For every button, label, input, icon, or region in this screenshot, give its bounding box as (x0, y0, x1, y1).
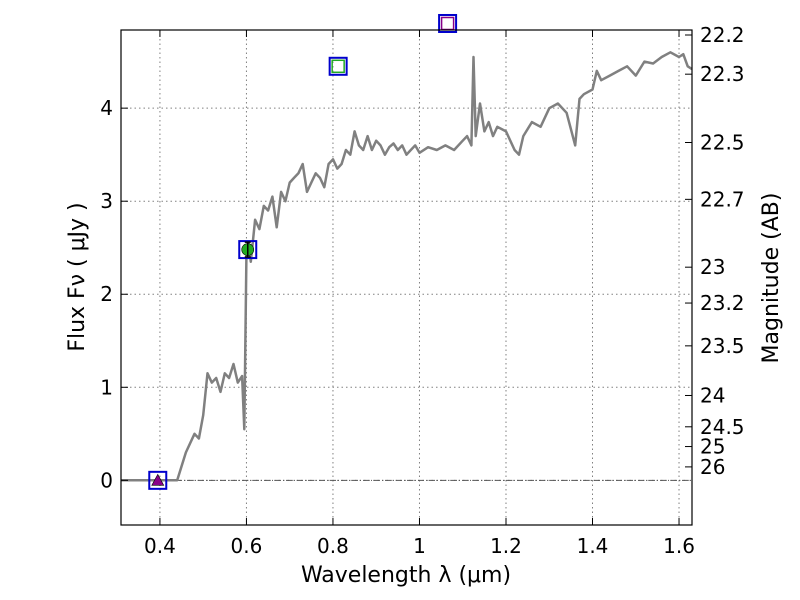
y2-tick-label: 23.2 (700, 291, 745, 315)
y-tick-label: 3 (100, 189, 113, 213)
photometry-inner-square-marker (440, 16, 455, 31)
series-layer (121, 51, 692, 482)
photometry-square-marker (238, 240, 258, 260)
y2-tick-label: 24.5 (700, 415, 745, 439)
y2-axis-label: Magnitude (AB) (759, 193, 784, 364)
photometry-square-marker (148, 470, 168, 490)
x-tick-label: 1.4 (577, 534, 609, 558)
x-tick-label: 1 (413, 534, 426, 558)
y2-tick-label: 22.3 (700, 62, 745, 86)
photometry-square-marker (438, 13, 458, 33)
y2-tick-label: 22.7 (700, 187, 745, 211)
photometry-inner-square-marker (331, 59, 345, 74)
plot-frame (120, 29, 693, 526)
y-axis-label: Flux Fν ( μJy ) (65, 202, 90, 351)
x-tick-label: 1.6 (663, 534, 695, 558)
photometry-square-marker (328, 56, 348, 76)
x-tick-label: 0.6 (231, 534, 263, 558)
y-tick-label: 4 (100, 96, 113, 120)
y-tick-label: 1 (100, 375, 113, 399)
y-tick-label: 2 (100, 282, 113, 306)
y2-tick-label: 26 (700, 455, 725, 479)
x-tick-label: 0.8 (317, 534, 349, 558)
x-tick-label: 1.2 (490, 534, 522, 558)
x-axis-label: Wavelength λ (μm) (301, 563, 511, 588)
x-axis-ticks: 0.4 0.6 0.8 1 1.2 1.4 1.6 (144, 30, 695, 558)
y2-tick-label: 22.5 (700, 131, 745, 155)
upper-limit-triangle-marker (151, 473, 165, 486)
y-axis-ticks: 0 1 2 3 4 (100, 96, 128, 492)
y2-tick-label: 25 (700, 435, 725, 459)
y2-tick-label: 23 (700, 255, 725, 279)
photometry-markers (148, 13, 458, 490)
grid (121, 30, 692, 525)
spectrum-line (121, 51, 692, 482)
y-tick-label: 0 (100, 468, 113, 492)
x-tick-label: 0.4 (144, 534, 176, 558)
y2-tick-label: 22.2 (700, 23, 745, 47)
y2-tick-label: 23.5 (700, 334, 745, 358)
y2-tick-label: 24 (700, 383, 725, 407)
